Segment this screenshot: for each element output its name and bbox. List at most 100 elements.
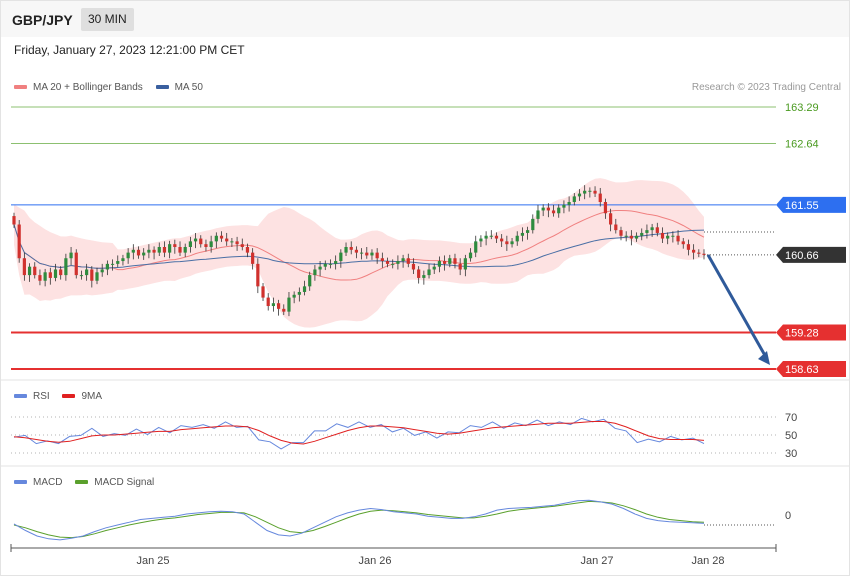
legend-ma50: MA 50: [155, 82, 203, 93]
candle-body-48: [261, 286, 265, 298]
candle-body-68: [365, 252, 369, 256]
candle-body-38: [209, 241, 213, 247]
candle-body-65: [349, 246, 353, 250]
ma50-line: [13, 224, 705, 269]
candle-body-60: [323, 263, 327, 267]
candle-body-89: [474, 241, 478, 253]
candle-body-17: [100, 269, 104, 273]
timeframe-badge[interactable]: 30 MIN: [81, 8, 134, 31]
candle-body-26: [147, 249, 151, 253]
level-label-5: 158.63: [785, 364, 819, 376]
candle-body-77: [411, 263, 416, 270]
candle-body-73: [391, 263, 395, 265]
candle-body-9: [59, 269, 63, 276]
legend-macd: MACD: [14, 477, 62, 488]
rsi-tick-2: 30: [785, 448, 797, 460]
level-label-1: 162.64: [785, 139, 819, 151]
candle-body-64: [344, 246, 348, 253]
macd-legend: MACD MACD Signal: [14, 477, 164, 488]
legend-rsi: RSI: [14, 391, 50, 402]
rsi-tick-1: 50: [785, 430, 797, 442]
bollinger-band-area: [14, 178, 704, 328]
candle-body-108: [572, 196, 576, 203]
candle-body-92: [489, 235, 493, 237]
candle-body-82: [437, 261, 442, 267]
candle-body-11: [69, 252, 73, 259]
candle-body-81: [432, 266, 436, 270]
candle-body-123: [650, 227, 654, 231]
candle-body-42: [230, 241, 234, 243]
candle-body-47: [256, 263, 260, 287]
candle-body-86: [458, 263, 462, 270]
macd-line: [13, 499, 705, 541]
candle-body-52: [282, 308, 286, 312]
candle-body-16: [95, 272, 99, 281]
candle-body-106: [562, 204, 566, 208]
candle-body-31: [173, 244, 177, 247]
legend-ma20-label: MA 20 + Bollinger Bands: [33, 82, 143, 93]
candle-body-36: [199, 238, 203, 245]
candle-body-57: [308, 275, 312, 287]
candle-body-14: [85, 269, 89, 276]
candle-body-43: [235, 241, 239, 245]
candle-body-63: [339, 252, 343, 262]
candle-body-13: [79, 275, 84, 277]
candle-body-27: [152, 249, 156, 253]
candle-body-113: [598, 193, 602, 203]
candle-body-69: [370, 252, 374, 256]
candle-body-1: [17, 224, 21, 259]
candle-body-32: [178, 246, 182, 253]
candle-body-33: [183, 246, 187, 253]
candle-body-21: [121, 258, 125, 262]
legend-ma50-label: MA 50: [174, 82, 203, 93]
candle-body-127: [671, 235, 675, 237]
level-tag-5: [776, 361, 846, 377]
candle-body-121: [640, 232, 644, 236]
candle-body-128: [676, 235, 680, 242]
candle-body-5: [38, 275, 42, 281]
candle-body-29: [162, 246, 167, 253]
candle-body-116: [614, 224, 618, 231]
chart-date: Friday, January 27, 2023 12:21:00 PM CET: [14, 43, 245, 57]
forecast-arrow-head: [758, 351, 770, 365]
candle-body-76: [406, 258, 410, 264]
x-tick-1: Jan 26: [358, 555, 391, 567]
candle-body-93: [494, 235, 499, 239]
x-tick-3: Jan 28: [691, 555, 724, 567]
candle-body-130: [686, 244, 691, 250]
candle-body-0: [12, 216, 16, 225]
candle-body-18: [105, 263, 109, 270]
candle-body-85: [453, 258, 457, 264]
candle-body-126: [666, 235, 670, 239]
level-label-0: 163.29: [785, 102, 819, 114]
candle-body-19: [110, 263, 115, 265]
candle-body-44: [240, 244, 244, 247]
level-label-4: 159.28: [785, 327, 819, 339]
candle-body-107: [567, 202, 571, 205]
candle-body-51: [276, 303, 281, 309]
level-tag-2: [776, 196, 846, 213]
candle-body-132: [697, 252, 701, 254]
candle-body-104: [551, 210, 556, 214]
candle-body-90: [479, 238, 483, 242]
forecast-arrow-line: [706, 254, 769, 360]
credit-text: Research © 2023 Trading Central: [691, 82, 841, 93]
candle-body-37: [204, 244, 208, 247]
candle-body-88: [468, 252, 473, 259]
candle-body-34: [188, 241, 192, 247]
candle-body-133: [702, 253, 706, 255]
candle-body-131: [692, 249, 696, 253]
candle-body-3: [27, 266, 32, 276]
candle-body-67: [359, 252, 364, 254]
candle-body-39: [214, 235, 218, 242]
candle-body-75: [401, 258, 405, 262]
candle-body-84: [448, 258, 452, 264]
candle-body-118: [624, 235, 628, 237]
candle-body-72: [385, 261, 390, 264]
candle-body-30: [168, 244, 172, 253]
candle-body-119: [629, 235, 633, 239]
x-tick-2: Jan 27: [580, 555, 613, 567]
candle-body-35: [193, 238, 198, 242]
candle-body-100: [531, 218, 535, 231]
